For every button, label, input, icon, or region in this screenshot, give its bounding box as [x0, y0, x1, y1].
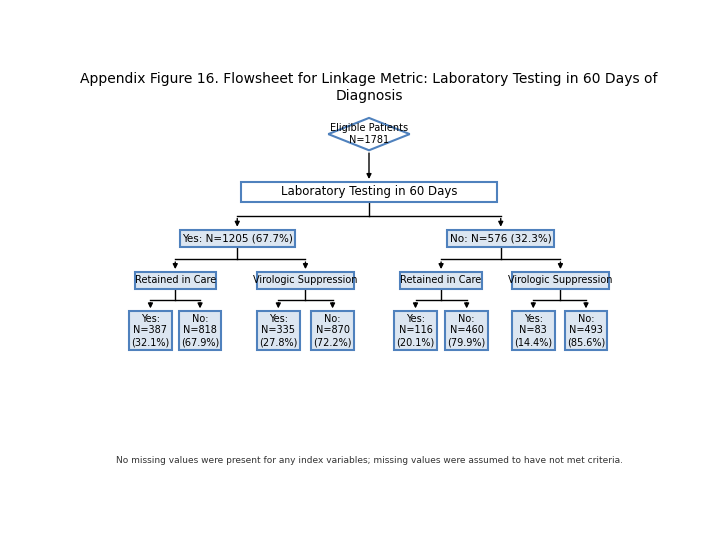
Text: Laboratory Testing in 60 Days: Laboratory Testing in 60 Days	[281, 185, 457, 198]
Text: No: N=576 (32.3%): No: N=576 (32.3%)	[450, 233, 552, 243]
Text: Yes: N=1205 (67.7%): Yes: N=1205 (67.7%)	[182, 233, 293, 243]
FancyBboxPatch shape	[446, 311, 488, 350]
FancyBboxPatch shape	[257, 311, 300, 350]
Text: Appendix Figure 16. Flowsheet for Linkage Metric: Laboratory Testing in 60 Days : Appendix Figure 16. Flowsheet for Linkag…	[80, 72, 658, 103]
FancyBboxPatch shape	[135, 272, 216, 289]
Text: Yes:
N=83
(14.4%): Yes: N=83 (14.4%)	[514, 314, 552, 347]
Text: Yes:
N=387
(32.1%): Yes: N=387 (32.1%)	[131, 314, 170, 347]
Text: Virologic Suppression: Virologic Suppression	[508, 275, 613, 286]
Text: Retained in Care: Retained in Care	[400, 275, 482, 286]
FancyBboxPatch shape	[512, 311, 554, 350]
Text: Eligible Patients
N=1781: Eligible Patients N=1781	[330, 123, 408, 145]
Polygon shape	[328, 118, 410, 150]
FancyBboxPatch shape	[512, 272, 609, 289]
Text: Retained in Care: Retained in Care	[135, 275, 216, 286]
FancyBboxPatch shape	[400, 272, 482, 289]
Text: Yes:
N=116
(20.1%): Yes: N=116 (20.1%)	[397, 314, 435, 347]
FancyBboxPatch shape	[180, 230, 294, 247]
Text: Virologic Suppression: Virologic Suppression	[253, 275, 358, 286]
Text: No missing values were present for any index variables; missing values were assu: No missing values were present for any i…	[115, 456, 623, 465]
FancyBboxPatch shape	[257, 272, 354, 289]
Text: No:
N=460
(79.9%): No: N=460 (79.9%)	[448, 314, 486, 347]
Text: No:
N=493
(85.6%): No: N=493 (85.6%)	[567, 314, 605, 347]
FancyBboxPatch shape	[129, 311, 172, 350]
FancyBboxPatch shape	[394, 311, 437, 350]
FancyBboxPatch shape	[311, 311, 354, 350]
FancyBboxPatch shape	[241, 182, 497, 202]
FancyBboxPatch shape	[564, 311, 607, 350]
Text: No:
N=818
(67.9%): No: N=818 (67.9%)	[181, 314, 219, 347]
FancyBboxPatch shape	[447, 230, 554, 247]
Text: No:
N=870
(72.2%): No: N=870 (72.2%)	[313, 314, 352, 347]
Text: Yes:
N=335
(27.8%): Yes: N=335 (27.8%)	[259, 314, 297, 347]
FancyBboxPatch shape	[179, 311, 221, 350]
